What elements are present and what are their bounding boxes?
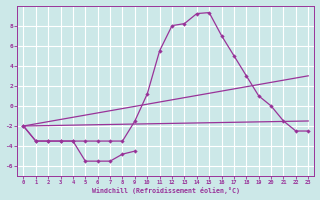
- X-axis label: Windchill (Refroidissement éolien,°C): Windchill (Refroidissement éolien,°C): [92, 187, 240, 194]
